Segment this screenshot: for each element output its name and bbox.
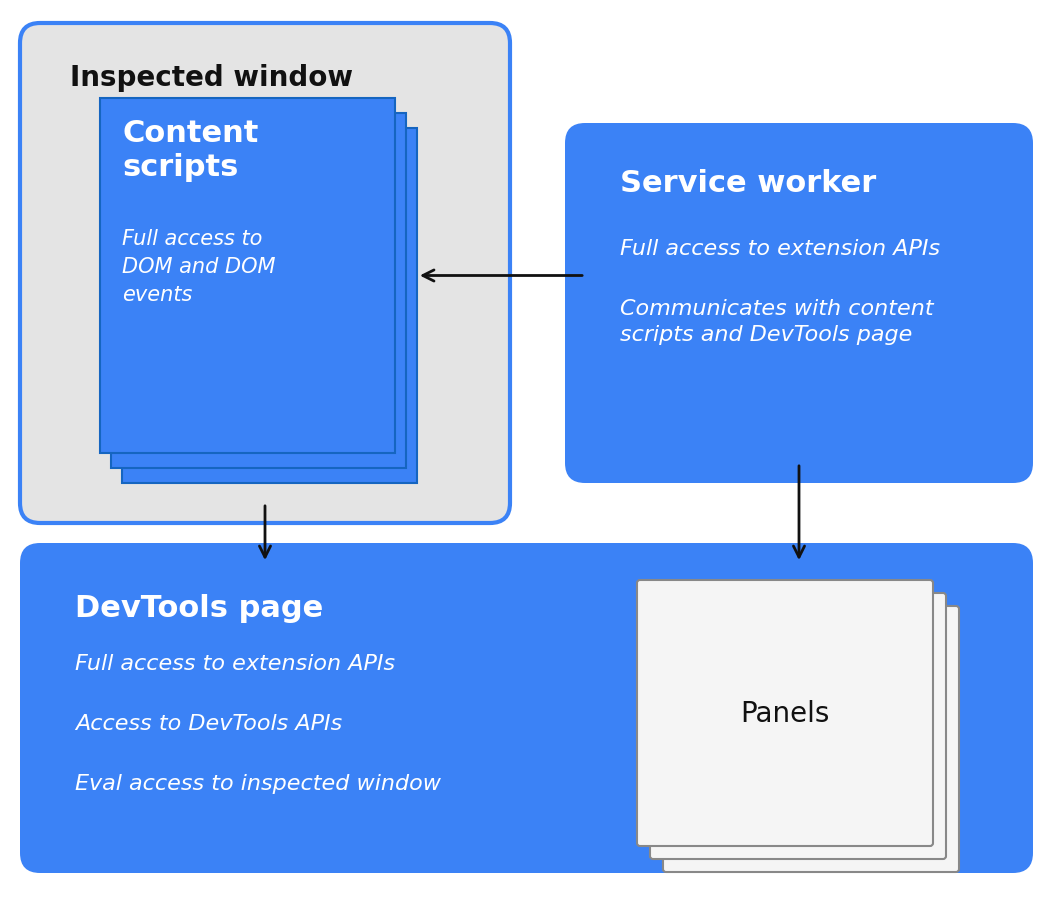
Text: Inspected window: Inspected window (69, 64, 353, 92)
Bar (111, 114, 406, 469)
Text: Eval access to inspected window: Eval access to inspected window (75, 773, 441, 793)
FancyBboxPatch shape (637, 581, 933, 846)
Text: Content
scripts: Content scripts (122, 119, 258, 182)
FancyBboxPatch shape (663, 606, 959, 872)
FancyBboxPatch shape (20, 24, 510, 524)
Text: Panels: Panels (740, 699, 830, 727)
Text: Full access to extension APIs: Full access to extension APIs (620, 238, 940, 259)
Text: Service worker: Service worker (620, 169, 876, 198)
Text: Communicates with content
scripts and DevTools page: Communicates with content scripts and De… (620, 299, 934, 345)
Text: DevTools page: DevTools page (75, 593, 323, 622)
Text: Access to DevTools APIs: Access to DevTools APIs (75, 713, 342, 733)
Text: Full access to extension APIs: Full access to extension APIs (75, 653, 395, 674)
Bar (122, 129, 417, 483)
FancyBboxPatch shape (650, 593, 946, 859)
Bar (100, 99, 395, 453)
Text: Full access to
DOM and DOM
events: Full access to DOM and DOM events (122, 228, 276, 304)
FancyBboxPatch shape (20, 544, 1033, 873)
FancyBboxPatch shape (565, 124, 1033, 483)
